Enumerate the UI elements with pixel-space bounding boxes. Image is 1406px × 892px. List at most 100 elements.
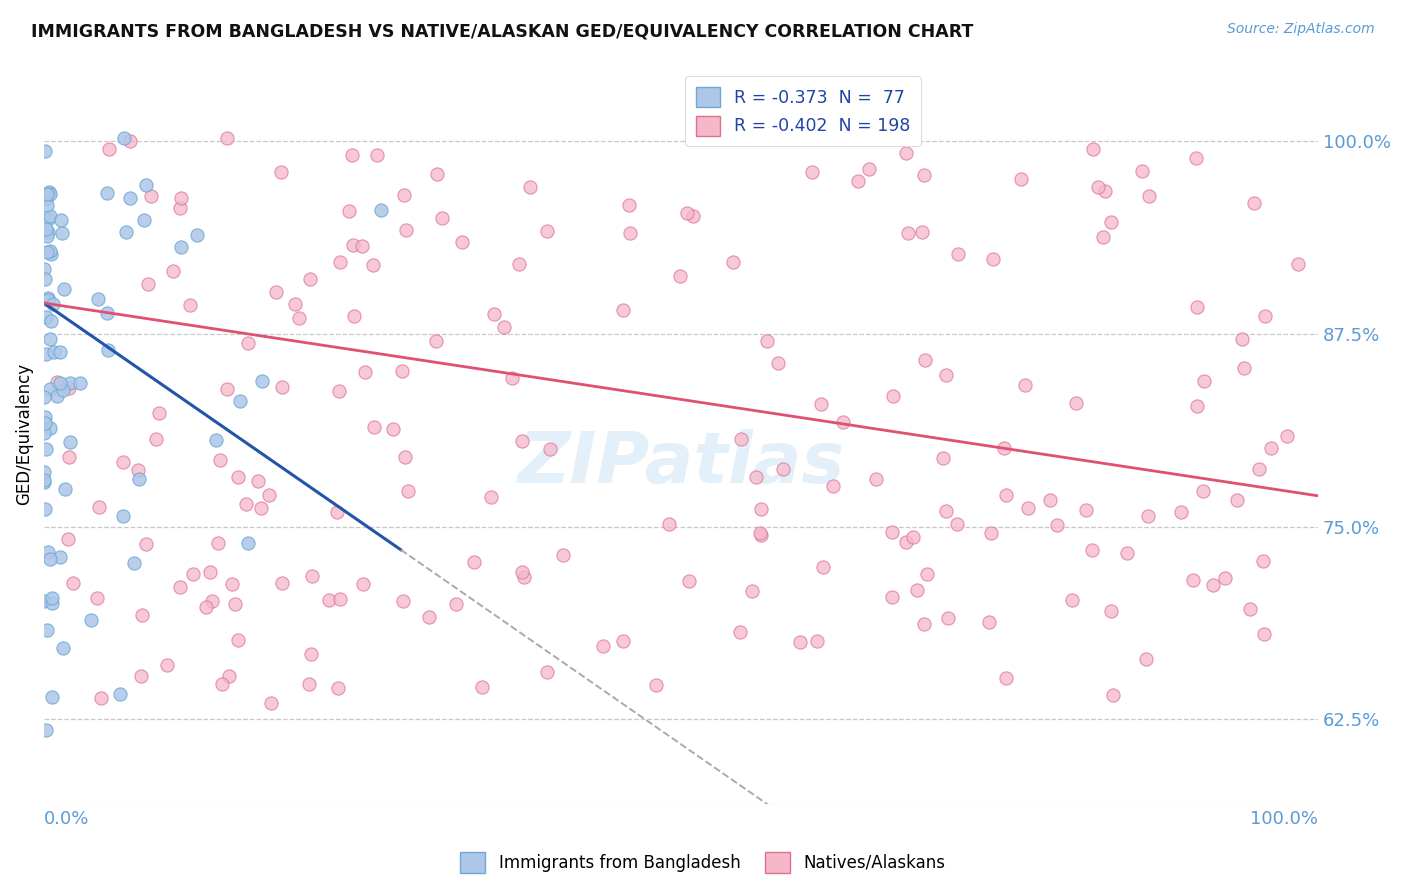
Point bbox=[1192, 374, 1215, 388]
Point bbox=[894, 146, 917, 161]
Point bbox=[318, 592, 340, 607]
Point bbox=[510, 566, 533, 580]
Point bbox=[211, 677, 233, 691]
Point bbox=[221, 576, 243, 591]
Point bbox=[882, 389, 904, 403]
Point bbox=[34, 347, 56, 361]
Point bbox=[911, 226, 934, 240]
Point bbox=[1251, 554, 1274, 568]
Point bbox=[810, 397, 832, 411]
Point bbox=[45, 375, 67, 389]
Point bbox=[682, 209, 704, 223]
Point bbox=[226, 469, 249, 483]
Point bbox=[34, 144, 56, 158]
Point bbox=[882, 590, 904, 604]
Point bbox=[914, 352, 936, 367]
Point bbox=[135, 178, 157, 192]
Point bbox=[162, 264, 184, 278]
Point bbox=[35, 228, 58, 243]
Point bbox=[301, 569, 323, 583]
Point bbox=[1182, 573, 1205, 587]
Point bbox=[128, 472, 150, 486]
Point bbox=[52, 282, 75, 296]
Point bbox=[1074, 502, 1097, 516]
Point bbox=[34, 222, 56, 236]
Point bbox=[508, 257, 530, 271]
Point bbox=[32, 594, 55, 608]
Point bbox=[53, 483, 76, 497]
Point bbox=[37, 291, 59, 305]
Point bbox=[993, 442, 1015, 456]
Point bbox=[370, 202, 392, 217]
Point bbox=[354, 365, 377, 379]
Point bbox=[395, 223, 418, 237]
Point bbox=[247, 474, 270, 488]
Point bbox=[1014, 377, 1036, 392]
Point bbox=[832, 415, 855, 429]
Point bbox=[34, 417, 56, 431]
Point bbox=[252, 374, 274, 388]
Point bbox=[37, 186, 59, 201]
Point bbox=[270, 380, 292, 394]
Point bbox=[238, 335, 260, 350]
Point bbox=[35, 244, 58, 259]
Point bbox=[938, 611, 960, 625]
Point bbox=[284, 297, 307, 311]
Point bbox=[37, 198, 59, 212]
Point bbox=[935, 504, 957, 518]
Point bbox=[42, 344, 65, 359]
Point bbox=[205, 433, 228, 447]
Point bbox=[58, 381, 80, 395]
Point bbox=[396, 484, 419, 499]
Point bbox=[366, 148, 388, 162]
Point bbox=[494, 319, 516, 334]
Text: Source: ZipAtlas.com: Source: ZipAtlas.com bbox=[1227, 22, 1375, 37]
Point bbox=[62, 575, 84, 590]
Point bbox=[42, 297, 65, 311]
Point bbox=[270, 165, 292, 179]
Legend: Immigrants from Bangladesh, Natives/Alaskans: Immigrants from Bangladesh, Natives/Alas… bbox=[454, 846, 952, 880]
Point bbox=[1066, 396, 1088, 410]
Point bbox=[49, 344, 72, 359]
Point bbox=[340, 147, 363, 161]
Point bbox=[297, 677, 319, 691]
Point bbox=[451, 235, 474, 249]
Point bbox=[51, 226, 73, 240]
Point bbox=[935, 368, 957, 383]
Point bbox=[995, 672, 1018, 686]
Point bbox=[218, 669, 240, 683]
Point bbox=[329, 255, 352, 269]
Point bbox=[111, 509, 134, 524]
Point bbox=[299, 647, 322, 661]
Point bbox=[39, 244, 62, 258]
Point bbox=[135, 537, 157, 551]
Point bbox=[512, 434, 534, 449]
Point bbox=[38, 209, 60, 223]
Point bbox=[329, 592, 352, 607]
Point bbox=[1060, 593, 1083, 607]
Point bbox=[69, 376, 91, 390]
Point bbox=[444, 598, 467, 612]
Point bbox=[224, 597, 246, 611]
Point bbox=[418, 610, 440, 624]
Point bbox=[977, 615, 1000, 630]
Point bbox=[326, 681, 349, 695]
Point bbox=[363, 420, 385, 434]
Point bbox=[361, 258, 384, 272]
Point bbox=[538, 442, 561, 457]
Point bbox=[619, 226, 641, 240]
Point bbox=[1092, 230, 1115, 244]
Point bbox=[932, 450, 955, 465]
Point bbox=[981, 252, 1004, 266]
Point bbox=[382, 422, 405, 436]
Point bbox=[894, 535, 917, 549]
Point bbox=[59, 376, 82, 391]
Point bbox=[675, 206, 697, 220]
Point bbox=[250, 500, 273, 515]
Point bbox=[1202, 578, 1225, 592]
Point bbox=[52, 383, 75, 397]
Point bbox=[1185, 300, 1208, 314]
Point bbox=[111, 455, 134, 469]
Point bbox=[34, 261, 56, 276]
Point bbox=[32, 465, 55, 479]
